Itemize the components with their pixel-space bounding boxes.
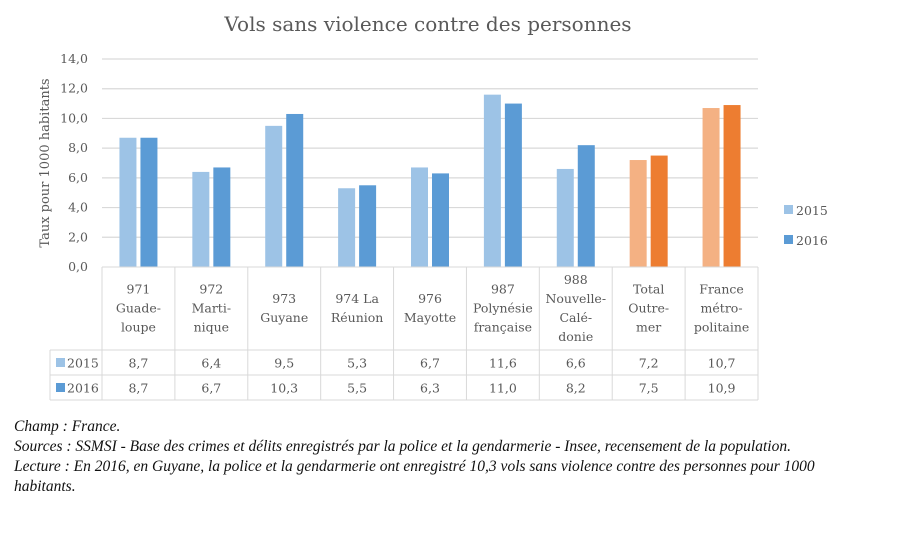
y-tick-label: 6,0: [68, 170, 88, 185]
table-legend-key-2015: [56, 358, 65, 367]
category-label: 971: [127, 282, 151, 297]
table-cell-2015: 6,4: [201, 356, 221, 371]
category-label: Mayotte: [404, 310, 456, 325]
bar-2015-0: [119, 137, 137, 267]
y-tick-label: 10,0: [60, 110, 88, 125]
y-tick-label: 14,0: [60, 51, 88, 66]
table-cell-2015: 5,3: [347, 356, 367, 371]
legend-label-2015: 2015: [796, 203, 828, 218]
category-label: France: [699, 282, 744, 297]
bar-2015-2: [265, 125, 283, 267]
y-tick-label: 0,0: [68, 259, 88, 274]
category-label: loupe: [121, 320, 156, 335]
y-tick-label: 2,0: [68, 229, 88, 244]
category-label: Outre-: [628, 301, 669, 316]
category-label: française: [474, 320, 532, 335]
bar-2016-4: [432, 173, 449, 267]
bar-2015-7: [629, 160, 647, 267]
category-label: Guade-: [116, 301, 161, 316]
category-label: 973: [272, 291, 296, 306]
bar-2016-8: [723, 105, 741, 267]
bar-2015-1: [192, 171, 210, 267]
bar-2015-4: [411, 167, 428, 267]
category-label: Calé-: [559, 310, 592, 325]
y-axis-ticks: 0,0 2,0 4,0 6,0 8,0 10,0 12,0 14,0: [60, 51, 88, 274]
bar-2015-3: [338, 188, 356, 267]
table-cell-2015: 8,7: [128, 356, 148, 371]
category-label: Total: [633, 282, 664, 297]
table-legend-key-2016: [56, 383, 65, 392]
chart-title: Vols sans violence contre des personnes: [223, 12, 631, 36]
category-label: Guyane: [260, 310, 308, 325]
category-label: Polynésie: [473, 301, 533, 316]
category-label: Nouvelle-: [545, 291, 606, 306]
legend: 2015 2016: [784, 203, 828, 248]
legend-key-2015: [784, 205, 793, 214]
category-label: Réunion: [331, 310, 383, 325]
category-label: 987: [491, 282, 515, 297]
bar-2016-5: [504, 103, 522, 267]
table-cell-2016: 7,5: [639, 381, 659, 396]
category-label: Marti-: [192, 301, 231, 316]
bar-2015-8: [702, 108, 720, 268]
legend-label-2016: 2016: [796, 233, 828, 248]
bar-2016-7: [650, 155, 668, 267]
bar-2016-3: [359, 185, 377, 267]
y-axis-label: Taux pour 1000 habitants: [38, 78, 53, 247]
table-row-header-2015: 2015: [67, 356, 99, 371]
table-cell-2016: 6,7: [201, 381, 221, 396]
category-label: métro-: [701, 301, 743, 316]
category-label: 974 La: [335, 291, 379, 306]
bar-2016-0: [140, 137, 158, 267]
bar-2016-6: [577, 145, 595, 267]
data-table: 971 Guade-loupe 8,7 8,7 972 Marti-nique 6,4 6,7…: [49, 266, 759, 401]
bar-2015-5: [483, 94, 501, 268]
gridlines: [102, 58, 758, 238]
category-label: nique: [194, 320, 230, 335]
table-cell-2015: 10,7: [708, 356, 736, 371]
category-label: 972: [199, 282, 223, 297]
table-cell-2016: 8,2: [566, 381, 586, 396]
table-cell-2015: 9,5: [274, 356, 294, 371]
table-cell-2016: 6,3: [420, 381, 440, 396]
table-cell-2015: 11,6: [489, 356, 517, 371]
table-cell-2015: 6,6: [566, 356, 586, 371]
table-cell-2016: 5,5: [347, 381, 367, 396]
table-cell-2016: 8,7: [128, 381, 148, 396]
y-tick-label: 12,0: [60, 81, 88, 96]
note-champ: Champ : France.: [14, 418, 121, 435]
bar-chart: Vols sans violence contre des personnes …: [38, 12, 828, 401]
table-row-header-2016: 2016: [67, 381, 99, 396]
category-label: 976: [418, 291, 442, 306]
y-tick-label: 4,0: [68, 200, 88, 215]
bars: [119, 94, 741, 268]
bar-2016-1: [213, 167, 231, 267]
table-cell-2015: 6,7: [420, 356, 440, 371]
note-lecture: Lecture : En 2016, en Guyane, la police …: [14, 458, 815, 495]
table-cell-2016: 10,3: [270, 381, 298, 396]
legend-key-2016: [784, 235, 793, 244]
category-label: 988: [564, 272, 588, 287]
bar-2015-6: [556, 168, 574, 267]
category-label: politaine: [694, 320, 749, 335]
note-sources: Sources : SSMSI - Base des crimes et dél…: [14, 438, 791, 455]
category-label: donie: [558, 329, 593, 344]
chart-notes: Champ : France. Sources : SSMSI - Base d…: [14, 417, 874, 497]
table-cell-2016: 10,9: [708, 381, 736, 396]
bar-2016-2: [286, 113, 304, 267]
table-cell-2016: 11,0: [489, 381, 517, 396]
y-tick-label: 8,0: [68, 140, 88, 155]
table-cell-2015: 7,2: [639, 356, 659, 371]
category-label: mer: [636, 320, 661, 335]
